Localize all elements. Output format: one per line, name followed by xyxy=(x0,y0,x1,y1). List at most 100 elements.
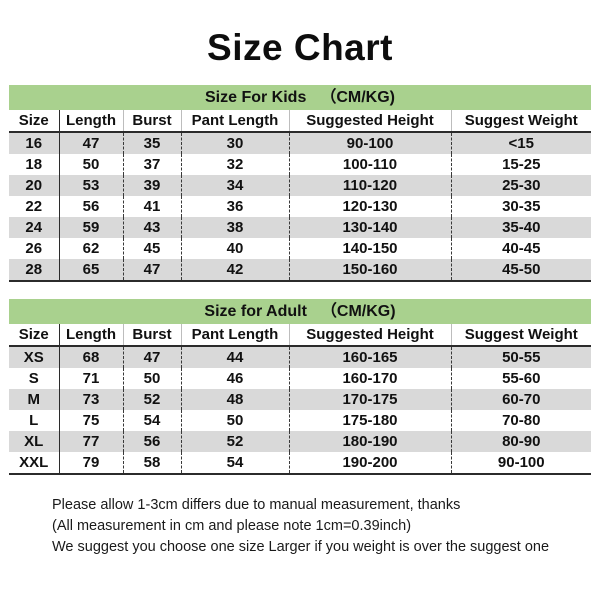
adult-cell: 56 xyxy=(123,431,182,452)
adult-cell: XS xyxy=(9,346,60,368)
kids-cell: 65 xyxy=(59,259,124,282)
adult-table-head: Size Length Burst Pant Length Suggested … xyxy=(9,324,591,347)
adult-table-body: XS 68 47 44 160-165 50-55 S 71 50 46 160-170 55-60 M… xyxy=(9,346,591,475)
adult-cell: 170-175 xyxy=(289,389,452,410)
kids-col-header-length: Length xyxy=(59,110,124,133)
kids-cell: 30 xyxy=(181,132,290,154)
kids-cell: 43 xyxy=(123,217,182,238)
adult-cell: 50 xyxy=(123,368,182,389)
adult-header-row: Size Length Burst Pant Length Suggested … xyxy=(9,324,591,347)
adult-cell: 55-60 xyxy=(502,370,541,387)
adult-size-table: Size Length Burst Pant Length Suggested … xyxy=(9,324,591,475)
table-row: S 71 50 46 160-170 55-60 xyxy=(9,368,591,389)
adult-cell: 68 xyxy=(59,346,124,368)
kids-cell: 15-25 xyxy=(502,156,541,173)
note-line-1: Please allow 1-3cm differs due to manual… xyxy=(52,497,461,513)
page-title: Size Chart xyxy=(207,27,393,68)
kids-cell: 50 xyxy=(59,154,124,175)
kids-cell: 28 xyxy=(9,259,60,282)
adult-cell: 73 xyxy=(59,389,124,410)
kids-cell: 40 xyxy=(181,238,290,259)
kids-cell: 35 xyxy=(123,132,182,154)
adult-cell: XL xyxy=(9,431,60,452)
kids-cell: 45-50 xyxy=(451,259,591,282)
adult-cell: 175-180 xyxy=(289,410,452,431)
kids-size-table-block: Size For Kids （CM/KG) Size Length Burst P… xyxy=(9,85,591,282)
kids-cell: 45 xyxy=(123,238,182,259)
table-row: 26 62 45 40 140-150 40-45 xyxy=(9,238,591,259)
note-line-3: We suggest you choose one size Larger if… xyxy=(52,539,550,555)
kids-cell: 36 xyxy=(181,196,290,217)
kids-col-header-size: Size xyxy=(9,110,60,133)
table-row: 22 56 41 36 120-130 30-35 xyxy=(9,196,591,217)
adult-size-table-block: Size for Adult （CM/KG) Size Length Burst … xyxy=(9,299,591,475)
adult-cell: M xyxy=(9,389,60,410)
adult-cell: 46 xyxy=(181,368,290,389)
kids-cell: 24 xyxy=(9,217,60,238)
table-row: 18 50 37 32 100-110 15-25 xyxy=(9,154,591,175)
kids-cell: 26 xyxy=(9,238,60,259)
adult-col-header-size: Size xyxy=(9,324,60,347)
kids-cell: 62 xyxy=(59,238,124,259)
kids-col-header-suggest-weight: Suggest Weight xyxy=(451,110,591,133)
kids-cell: 120-130 xyxy=(289,196,452,217)
kids-cell: 25-30 xyxy=(451,175,591,196)
kids-cell: 59 xyxy=(59,217,124,238)
adult-cell: 70-80 xyxy=(502,412,541,429)
adult-cell: 190-200 xyxy=(289,452,452,475)
adult-cell: 160-165 xyxy=(289,346,452,368)
kids-cell: 32 xyxy=(181,154,290,175)
adult-section-unit: （CM/KG) xyxy=(320,303,396,320)
adult-cell: 44 xyxy=(181,346,290,368)
kids-cell: 56 xyxy=(59,196,124,217)
adult-cell: 54 xyxy=(123,410,182,431)
adult-col-header-pant-length: Pant Length xyxy=(181,324,290,347)
table-row: XL 77 56 52 180-190 80-90 xyxy=(9,431,591,452)
kids-cell: 130-140 xyxy=(289,217,452,238)
adult-cell: 50-55 xyxy=(451,346,591,368)
kids-cell: 100-110 xyxy=(289,154,452,175)
adult-section-title: Size for Adult xyxy=(204,303,307,320)
kids-cell: 41 xyxy=(123,196,182,217)
kids-cell: 34 xyxy=(181,175,290,196)
kids-cell: 39 xyxy=(123,175,182,196)
kids-cell: 37 xyxy=(123,154,182,175)
kids-cell: 20 xyxy=(9,175,60,196)
adult-cell: 54 xyxy=(181,452,290,475)
adult-cell: 50 xyxy=(181,410,290,431)
kids-col-header-burst: Burst xyxy=(123,110,182,133)
note-line-2: (All measurement in cm and please note 1… xyxy=(52,518,412,534)
adult-cell: S xyxy=(9,368,60,389)
kids-cell: <15 xyxy=(451,132,591,154)
adult-cell: 71 xyxy=(59,368,124,389)
kids-col-header-suggested-height: Suggested Height xyxy=(289,110,452,133)
kids-cell: 53 xyxy=(59,175,124,196)
table-row: L 75 54 50 175-180 70-80 xyxy=(9,410,591,431)
kids-section-unit: （CM/KG) xyxy=(320,89,396,106)
table-row: 20 53 39 34 110-120 25-30 xyxy=(9,175,591,196)
kids-cell: 110-120 xyxy=(289,175,452,196)
adult-col-header-burst: Burst xyxy=(123,324,182,347)
table-row: 28 65 47 42 150-160 45-50 xyxy=(9,259,591,282)
kids-cell: 150-160 xyxy=(289,259,452,282)
table-row: 24 59 43 38 130-140 35-40 xyxy=(9,217,591,238)
kids-table-body: 16 47 35 30 90-100 <15 18 50 37 32 100-110 15-25 20 5… xyxy=(9,132,591,282)
kids-cell: 30-35 xyxy=(502,198,541,215)
adult-cell: 52 xyxy=(181,431,290,452)
kids-cell: 47 xyxy=(59,132,124,154)
kids-cell: 35-40 xyxy=(451,217,591,238)
table-row: XXL 79 58 54 190-200 90-100 xyxy=(9,452,591,475)
table-row: M 73 52 48 170-175 60-70 xyxy=(9,389,591,410)
adult-col-header-suggested-height: Suggested Height xyxy=(289,324,452,347)
adult-cell: L xyxy=(9,410,60,431)
kids-cell: 47 xyxy=(123,259,182,282)
adult-cell: 60-70 xyxy=(451,389,591,410)
adult-cell: 48 xyxy=(181,389,290,410)
kids-size-table: Size Length Burst Pant Length Suggested … xyxy=(9,110,591,282)
adult-cell: 80-90 xyxy=(451,431,591,452)
kids-cell: 140-150 xyxy=(289,238,452,259)
kids-section-header: Size For Kids （CM/KG) xyxy=(9,85,591,110)
adult-cell: XXL xyxy=(9,452,60,475)
adult-col-header-suggest-weight: Suggest Weight xyxy=(451,324,591,347)
